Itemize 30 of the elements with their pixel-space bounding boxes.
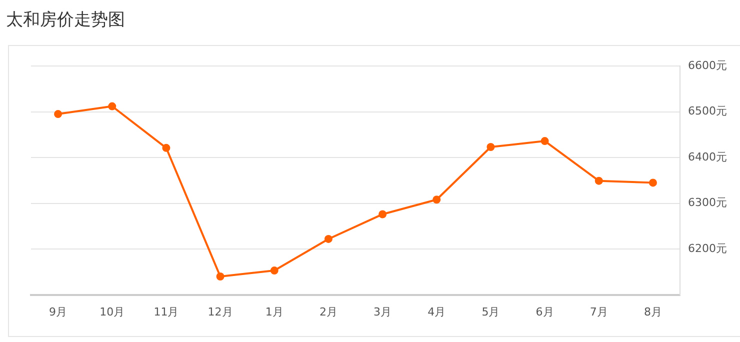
point	[270, 266, 278, 275]
y-tick-label: 6500元	[688, 104, 728, 118]
y-tick-label: 6300元	[688, 196, 728, 210]
point	[594, 176, 603, 185]
x-tick-label: 7月	[590, 305, 608, 318]
point	[54, 110, 62, 118]
x-tick-label: 10月	[100, 305, 125, 318]
point	[108, 102, 116, 110]
point	[648, 178, 657, 187]
x-tick-label: 6月	[536, 305, 554, 318]
point	[432, 196, 441, 204]
y-tick-label: 6600元	[688, 58, 728, 72]
x-tick-label: 2月	[319, 305, 338, 318]
y-tick-label: 6200元	[688, 242, 728, 255]
x-tick-label: 1月	[265, 305, 284, 318]
point	[324, 234, 332, 243]
x-tick-label: 5月	[482, 305, 500, 318]
point	[486, 142, 495, 151]
x-tick-label: 3月	[374, 305, 392, 318]
point	[540, 137, 549, 146]
point	[162, 144, 170, 152]
x-tick-label: 9月	[49, 305, 68, 318]
x-tick-label: 8月	[644, 305, 662, 318]
x-tick-label: 11月	[154, 305, 179, 318]
y-tick-label: 6400元	[688, 150, 728, 164]
chart-title: 太和房价走势图	[6, 9, 126, 31]
x-tick-label: 12月	[208, 305, 233, 318]
x-tick-label: 4月	[428, 305, 446, 318]
point	[216, 272, 224, 280]
point	[378, 210, 387, 218]
